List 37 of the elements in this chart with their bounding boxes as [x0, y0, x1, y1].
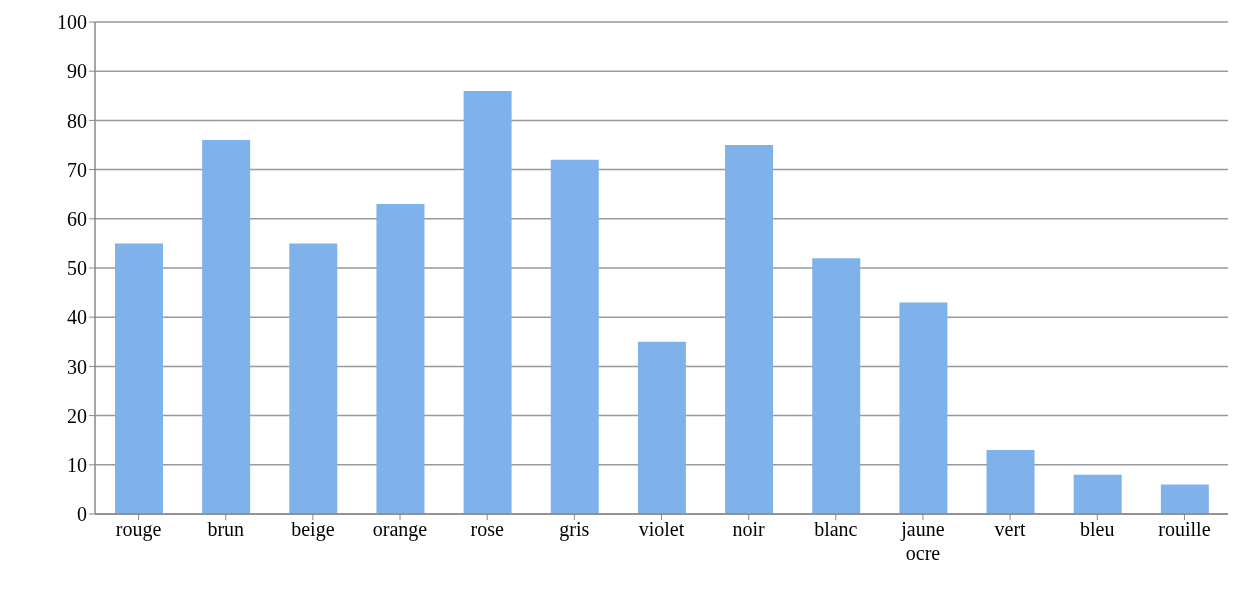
x-tick-label: jaune ocre [900, 518, 945, 564]
bar [986, 450, 1035, 514]
y-tick-label: 30 [67, 355, 87, 378]
y-tick-label: 100 [57, 11, 87, 34]
bar [550, 159, 599, 514]
bar [1160, 484, 1209, 514]
y-tick-label: 90 [67, 60, 87, 83]
x-tick-label: orange [372, 518, 428, 541]
y-tick-label: 60 [67, 207, 87, 230]
y-tick-label: 40 [67, 306, 87, 329]
y-tick-label: 20 [67, 404, 87, 427]
bar [637, 341, 686, 514]
x-tick-label: vert [994, 518, 1027, 540]
bar [1073, 474, 1122, 514]
bar [725, 145, 774, 514]
bar [812, 258, 861, 514]
x-tick-label: beige [291, 518, 335, 541]
x-tick-label: rouge [115, 518, 162, 541]
x-tick-label: bleu [1080, 518, 1115, 540]
x-tick-label: rose [470, 518, 504, 540]
y-tick-label: 80 [67, 109, 87, 132]
y-tick-label: 50 [67, 257, 87, 280]
y-tick-label: 10 [67, 453, 87, 476]
bar [202, 140, 251, 514]
bar [376, 204, 425, 514]
x-tick-label: brun [207, 518, 245, 540]
x-tick-label: noir [732, 518, 766, 540]
x-tick-label: violet [638, 518, 685, 540]
bar [899, 302, 948, 514]
x-tick-label: blanc [814, 518, 858, 540]
x-tick-label: rouille [1158, 518, 1211, 540]
bar [289, 243, 338, 514]
y-tick-label: 70 [67, 158, 87, 181]
bar [463, 90, 512, 514]
y-tick-label: 0 [77, 503, 87, 526]
bar [115, 243, 163, 514]
x-tick-label: gris [559, 518, 590, 541]
